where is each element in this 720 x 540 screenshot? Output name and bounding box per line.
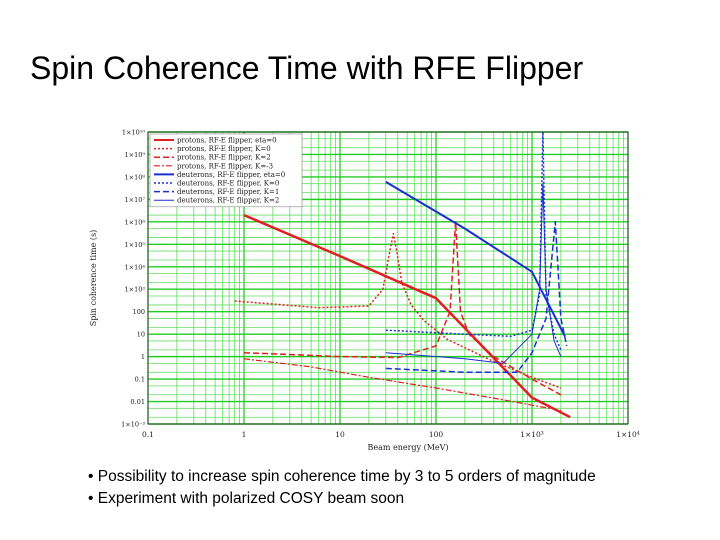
y-tick-label: 10 — [137, 331, 145, 339]
y-tick-label: 1×10⁹ — [125, 151, 146, 159]
y-tick-label: 1×10⁵ — [125, 241, 146, 249]
y-tick-label: 1×10⁴ — [125, 263, 146, 271]
axes — [147, 131, 629, 425]
legend-label: protons, RF-E flipper, K=2 — [177, 154, 271, 162]
x-tick-label: 10 — [335, 430, 345, 439]
axis-labels: 0.1 1 10 100 1×10³ 1×10⁴ 1×10⁻³ 0.01 0.1 1 10 100 1×… — [89, 129, 640, 453]
legend-label: deuterons, RF-E flipper, eta=0 — [177, 171, 285, 179]
y-tick-label: 1×10⁸ — [125, 173, 146, 181]
bullet-item: • Possibility to increase spin coherence… — [88, 468, 596, 485]
legend-box — [149, 133, 303, 208]
x-tick-label: 0.1 — [142, 430, 154, 439]
legend-label: deuterons, RF-E flipper, K=2 — [177, 197, 279, 205]
x-tick-label: 1×10⁴ — [616, 430, 640, 439]
legend-label: protons, RF-E flipper, K=0 — [177, 145, 271, 153]
series-line-3 — [243, 221, 562, 396]
y-tick-label: 1×10⁷ — [125, 196, 146, 204]
legend-label: protons, RF-E flipper, eta=0 — [177, 137, 277, 145]
y-tick-label: 1×10¹⁰ — [122, 129, 145, 137]
legend-label: protons, RF-E flipper, K=-3 — [177, 162, 273, 170]
series-line-1 — [243, 213, 571, 419]
x-tick-label: 100 — [429, 430, 444, 439]
series-line-8 — [385, 183, 562, 364]
series-line-4 — [243, 358, 562, 412]
y-tick-label: 0.1 — [135, 376, 145, 384]
y-tick-label: 1×10³ — [125, 286, 146, 294]
legend-label: deuterons, RF-E flipper, K=1 — [177, 188, 279, 196]
x-axis-label: Beam energy (MeV) — [367, 443, 448, 452]
y-tick-label: 1 — [141, 353, 145, 361]
x-tick-label: 1 — [242, 430, 247, 439]
y-axis-label: Spin coherence time (s) — [89, 230, 98, 327]
series-lines — [234, 131, 571, 419]
series-line-7 — [385, 221, 568, 374]
plot-frame — [147, 131, 629, 425]
bullet-list: • Possibility to increase spin coherence… — [88, 466, 596, 510]
y-tick-label: 100 — [133, 308, 145, 316]
x-tick-label: 1×10³ — [520, 430, 544, 439]
y-tick-label: 1×10⁶ — [125, 218, 146, 226]
slide-title: Spin Coherence Time with RFE Flipper — [30, 50, 584, 86]
y-tick-label: 1×10⁻³ — [121, 421, 145, 429]
legend-label: deuterons, RF-E flipper, K=0 — [177, 180, 279, 188]
bullet-item: • Experiment with polarized COSY beam so… — [88, 490, 405, 507]
y-tick-label: 0.01 — [131, 398, 145, 406]
